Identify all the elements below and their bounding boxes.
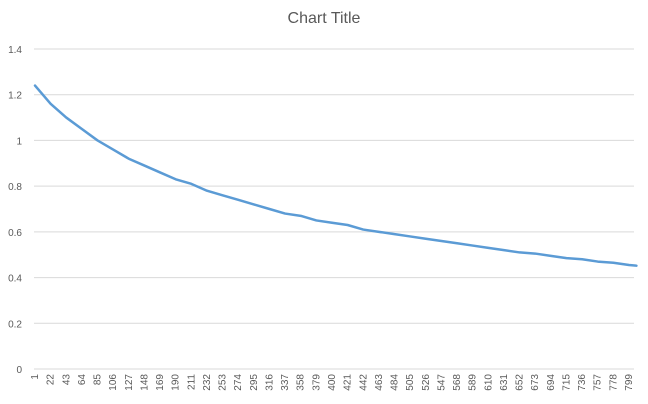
y-tick-label: 0.6 [8,228,22,239]
x-tick-label: 442 [358,374,369,391]
x-tick-label: 526 [421,374,432,391]
x-tick-label: 799 [624,374,635,391]
x-tick-label: 484 [390,374,401,391]
x-tick-label: 463 [374,374,385,391]
x-tick-label: 337 [280,374,291,391]
x-tick-label: 127 [124,374,135,391]
y-tick-label: 1.2 [8,91,22,102]
chart-title: Chart Title [287,10,361,27]
y-tick-label: 1 [16,136,22,147]
y-tick-label: 0 [16,365,22,376]
x-tick-label: 631 [499,374,510,391]
x-tick-label: 673 [530,374,541,391]
x-tick-label: 253 [218,374,229,391]
x-tick-label: 652 [515,374,526,391]
x-tick-label: 505 [405,374,416,391]
x-tick-label: 64 [77,374,88,386]
y-tick-label: 0.8 [8,182,22,193]
x-tick-label: 106 [108,374,119,391]
x-tick-label: 610 [483,374,494,391]
x-tick-label: 589 [468,374,479,391]
series-line-0 [33,84,638,267]
x-tick-label: 358 [296,374,307,391]
x-tick-label: 736 [577,374,588,391]
x-tick-label: 85 [93,374,104,386]
y-tick-label: 0.2 [8,319,22,330]
y-tick-label: 1.4 [8,45,22,56]
x-tick-label: 169 [155,374,166,391]
x-tick-label: 211 [186,374,197,390]
x-tick-label: 421 [343,374,354,391]
x-tick-label: 232 [202,374,213,391]
x-tick-label: 715 [561,374,572,391]
x-tick-label: 274 [233,374,244,391]
x-tick-label: 148 [139,374,150,391]
x-tick-label: 694 [546,374,557,391]
x-tick-label: 22 [46,374,57,386]
x-tick-label: 547 [436,374,447,391]
x-tick-label: 1 [30,374,41,380]
x-tick-label: 295 [249,374,260,391]
x-tick-label: 757 [593,374,604,391]
x-tick-label: 778 [608,374,619,391]
x-tick-label: 400 [327,374,338,391]
x-tick-label: 379 [311,374,322,391]
y-tick-label: 0.4 [8,274,22,285]
x-tick-label: 316 [264,374,275,391]
x-tick-label: 190 [171,374,182,391]
x-tick-label: 43 [61,374,72,386]
x-tick-label: 568 [452,374,463,391]
